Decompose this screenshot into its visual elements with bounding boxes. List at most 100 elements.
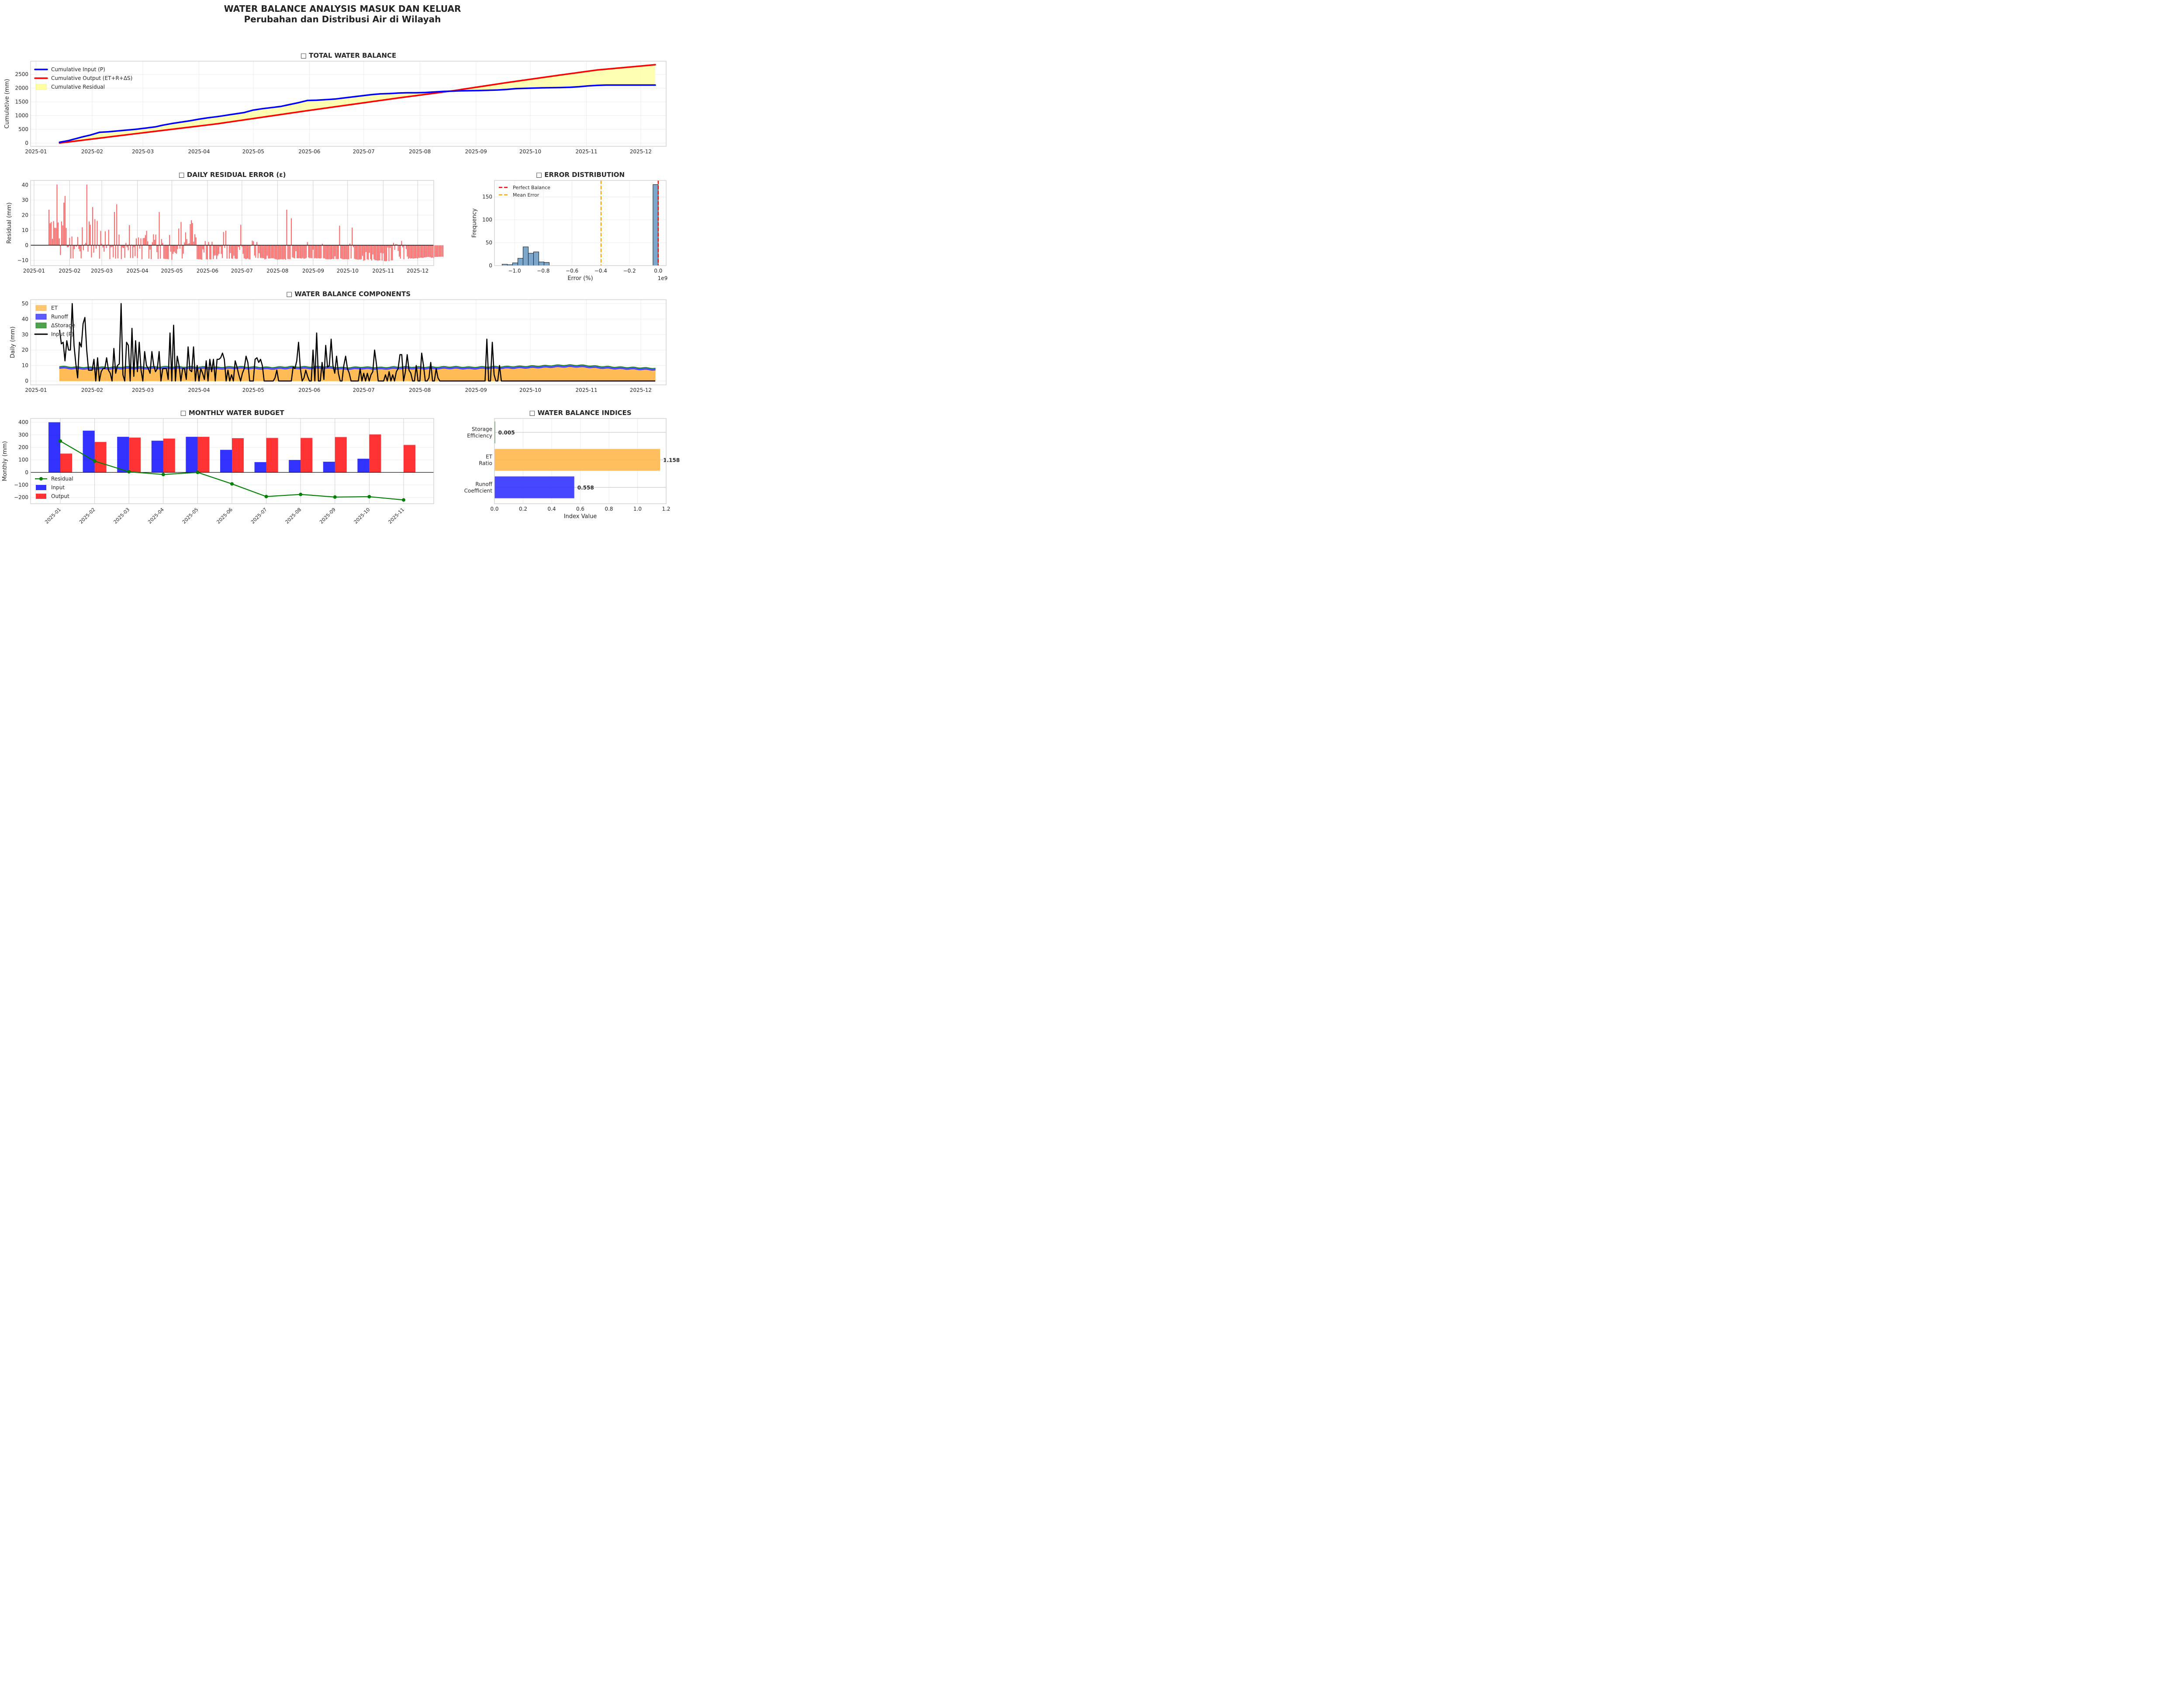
x-tick-label: 2025-10 — [353, 507, 371, 525]
residual-bar — [204, 241, 206, 246]
residual-point — [196, 470, 200, 474]
residual-bar — [419, 245, 421, 258]
residual-bar — [213, 245, 214, 259]
residual-bar — [288, 245, 290, 259]
residual-bar — [362, 245, 363, 256]
residual-bar — [225, 230, 227, 246]
residual-bar — [162, 243, 163, 246]
legend: Perfect Balance Mean Error — [499, 185, 550, 198]
x-tick-label: 2025-04 — [188, 387, 210, 393]
residual-point — [299, 492, 303, 496]
x-tick-label: 2025-11 — [576, 387, 598, 393]
x-tick-label: 2025-07 — [353, 149, 375, 155]
x-tick-label: 2025-05 — [242, 149, 264, 155]
residual-bar — [309, 245, 311, 258]
index-value-label: 1.158 — [663, 457, 680, 464]
residual-bar — [124, 245, 125, 258]
x-tick-label: 2025-08 — [266, 268, 288, 274]
residual-bar — [237, 245, 238, 259]
y-category-label: Efficiency — [467, 433, 492, 439]
residual-bar — [235, 245, 237, 259]
residual-bar — [106, 245, 107, 248]
residual-bar — [423, 245, 424, 258]
legend-label: Cumulative Output (ET+R+ΔS) — [51, 75, 132, 81]
residual-point — [333, 495, 337, 499]
residual-bar — [435, 245, 437, 257]
x-tick-label: 2025-10 — [519, 387, 541, 393]
residual-bar — [226, 245, 228, 259]
residual-bar — [427, 245, 429, 257]
residual-bar — [337, 245, 338, 259]
x-tick-label: 2025-08 — [284, 507, 303, 525]
residual-bar — [138, 237, 139, 246]
residual-bar — [325, 245, 326, 259]
residual-bar — [135, 238, 137, 246]
residual-bar — [75, 245, 76, 246]
y-tick-label: 200 — [18, 444, 28, 450]
y-axis-label: Daily (mm) — [10, 326, 16, 358]
residual-bar — [146, 231, 147, 246]
legend-label: ET — [51, 305, 58, 311]
residual-bar — [164, 245, 166, 259]
y-axis-label: Cumulative (mm) — [4, 79, 10, 129]
y-tick-label: 30 — [22, 197, 28, 203]
residual-bar — [349, 243, 351, 246]
x-tick-label: 2025-03 — [91, 268, 113, 274]
residual-bar — [276, 245, 277, 259]
output-bar — [163, 438, 175, 473]
input-bar — [254, 462, 266, 473]
residual-bar — [381, 245, 383, 261]
residual-bar — [67, 245, 68, 248]
residual-bar — [99, 245, 100, 259]
residual-point — [59, 439, 62, 443]
residual-bar — [275, 245, 276, 259]
residual-point — [367, 495, 371, 498]
residual-bar — [287, 245, 289, 259]
residual-bar — [332, 245, 333, 259]
x-tick-label: 1.0 — [633, 506, 642, 512]
residual-bar — [318, 245, 320, 259]
residual-bar — [385, 245, 386, 261]
index-bar — [494, 421, 495, 443]
residual-bar — [379, 245, 380, 260]
residual-bar — [187, 244, 189, 246]
legend-label: Mean Error — [513, 192, 539, 198]
residual-bar — [144, 238, 145, 246]
residual-bar — [306, 245, 307, 258]
residual-bar — [408, 245, 409, 259]
x-tick-label: 2025-02 — [81, 387, 103, 393]
residual-bar — [280, 245, 282, 259]
residual-bar — [239, 245, 240, 250]
residual-bar — [156, 245, 158, 253]
residual-bar — [100, 231, 101, 246]
residual-bar — [415, 245, 416, 259]
residual-bar — [153, 234, 154, 246]
residual-bar — [126, 245, 128, 247]
residual-bar — [355, 245, 356, 259]
residual-bar — [125, 242, 127, 246]
x-tick-label: 2025-06 — [215, 507, 234, 525]
residual-bar — [85, 242, 86, 246]
input-bar — [323, 461, 335, 473]
residual-bar — [284, 245, 285, 259]
residual-bar — [114, 212, 115, 246]
residual-bar — [89, 221, 90, 246]
residual-bar — [176, 245, 177, 254]
residual-bar — [51, 222, 52, 246]
residual-bar — [163, 245, 165, 259]
residual-bar — [166, 245, 168, 259]
y-tick-label: 30 — [22, 332, 28, 338]
residual-bar — [142, 238, 144, 246]
y-category-label: Coefficient — [464, 488, 493, 494]
panel-title: □ WATER BALANCE COMPONENTS — [286, 290, 411, 298]
residual-bar — [177, 245, 178, 249]
residual-bar — [268, 245, 269, 259]
residual-bar — [421, 245, 422, 258]
residual-bar — [80, 245, 82, 259]
residual-bar — [79, 245, 81, 252]
x-tick-label: 2025-03 — [113, 507, 131, 525]
residual-bar — [154, 239, 156, 246]
x-tick-label: 2025-12 — [407, 268, 429, 274]
residual-bar — [426, 245, 428, 257]
y-tick-label: 300 — [18, 432, 28, 438]
